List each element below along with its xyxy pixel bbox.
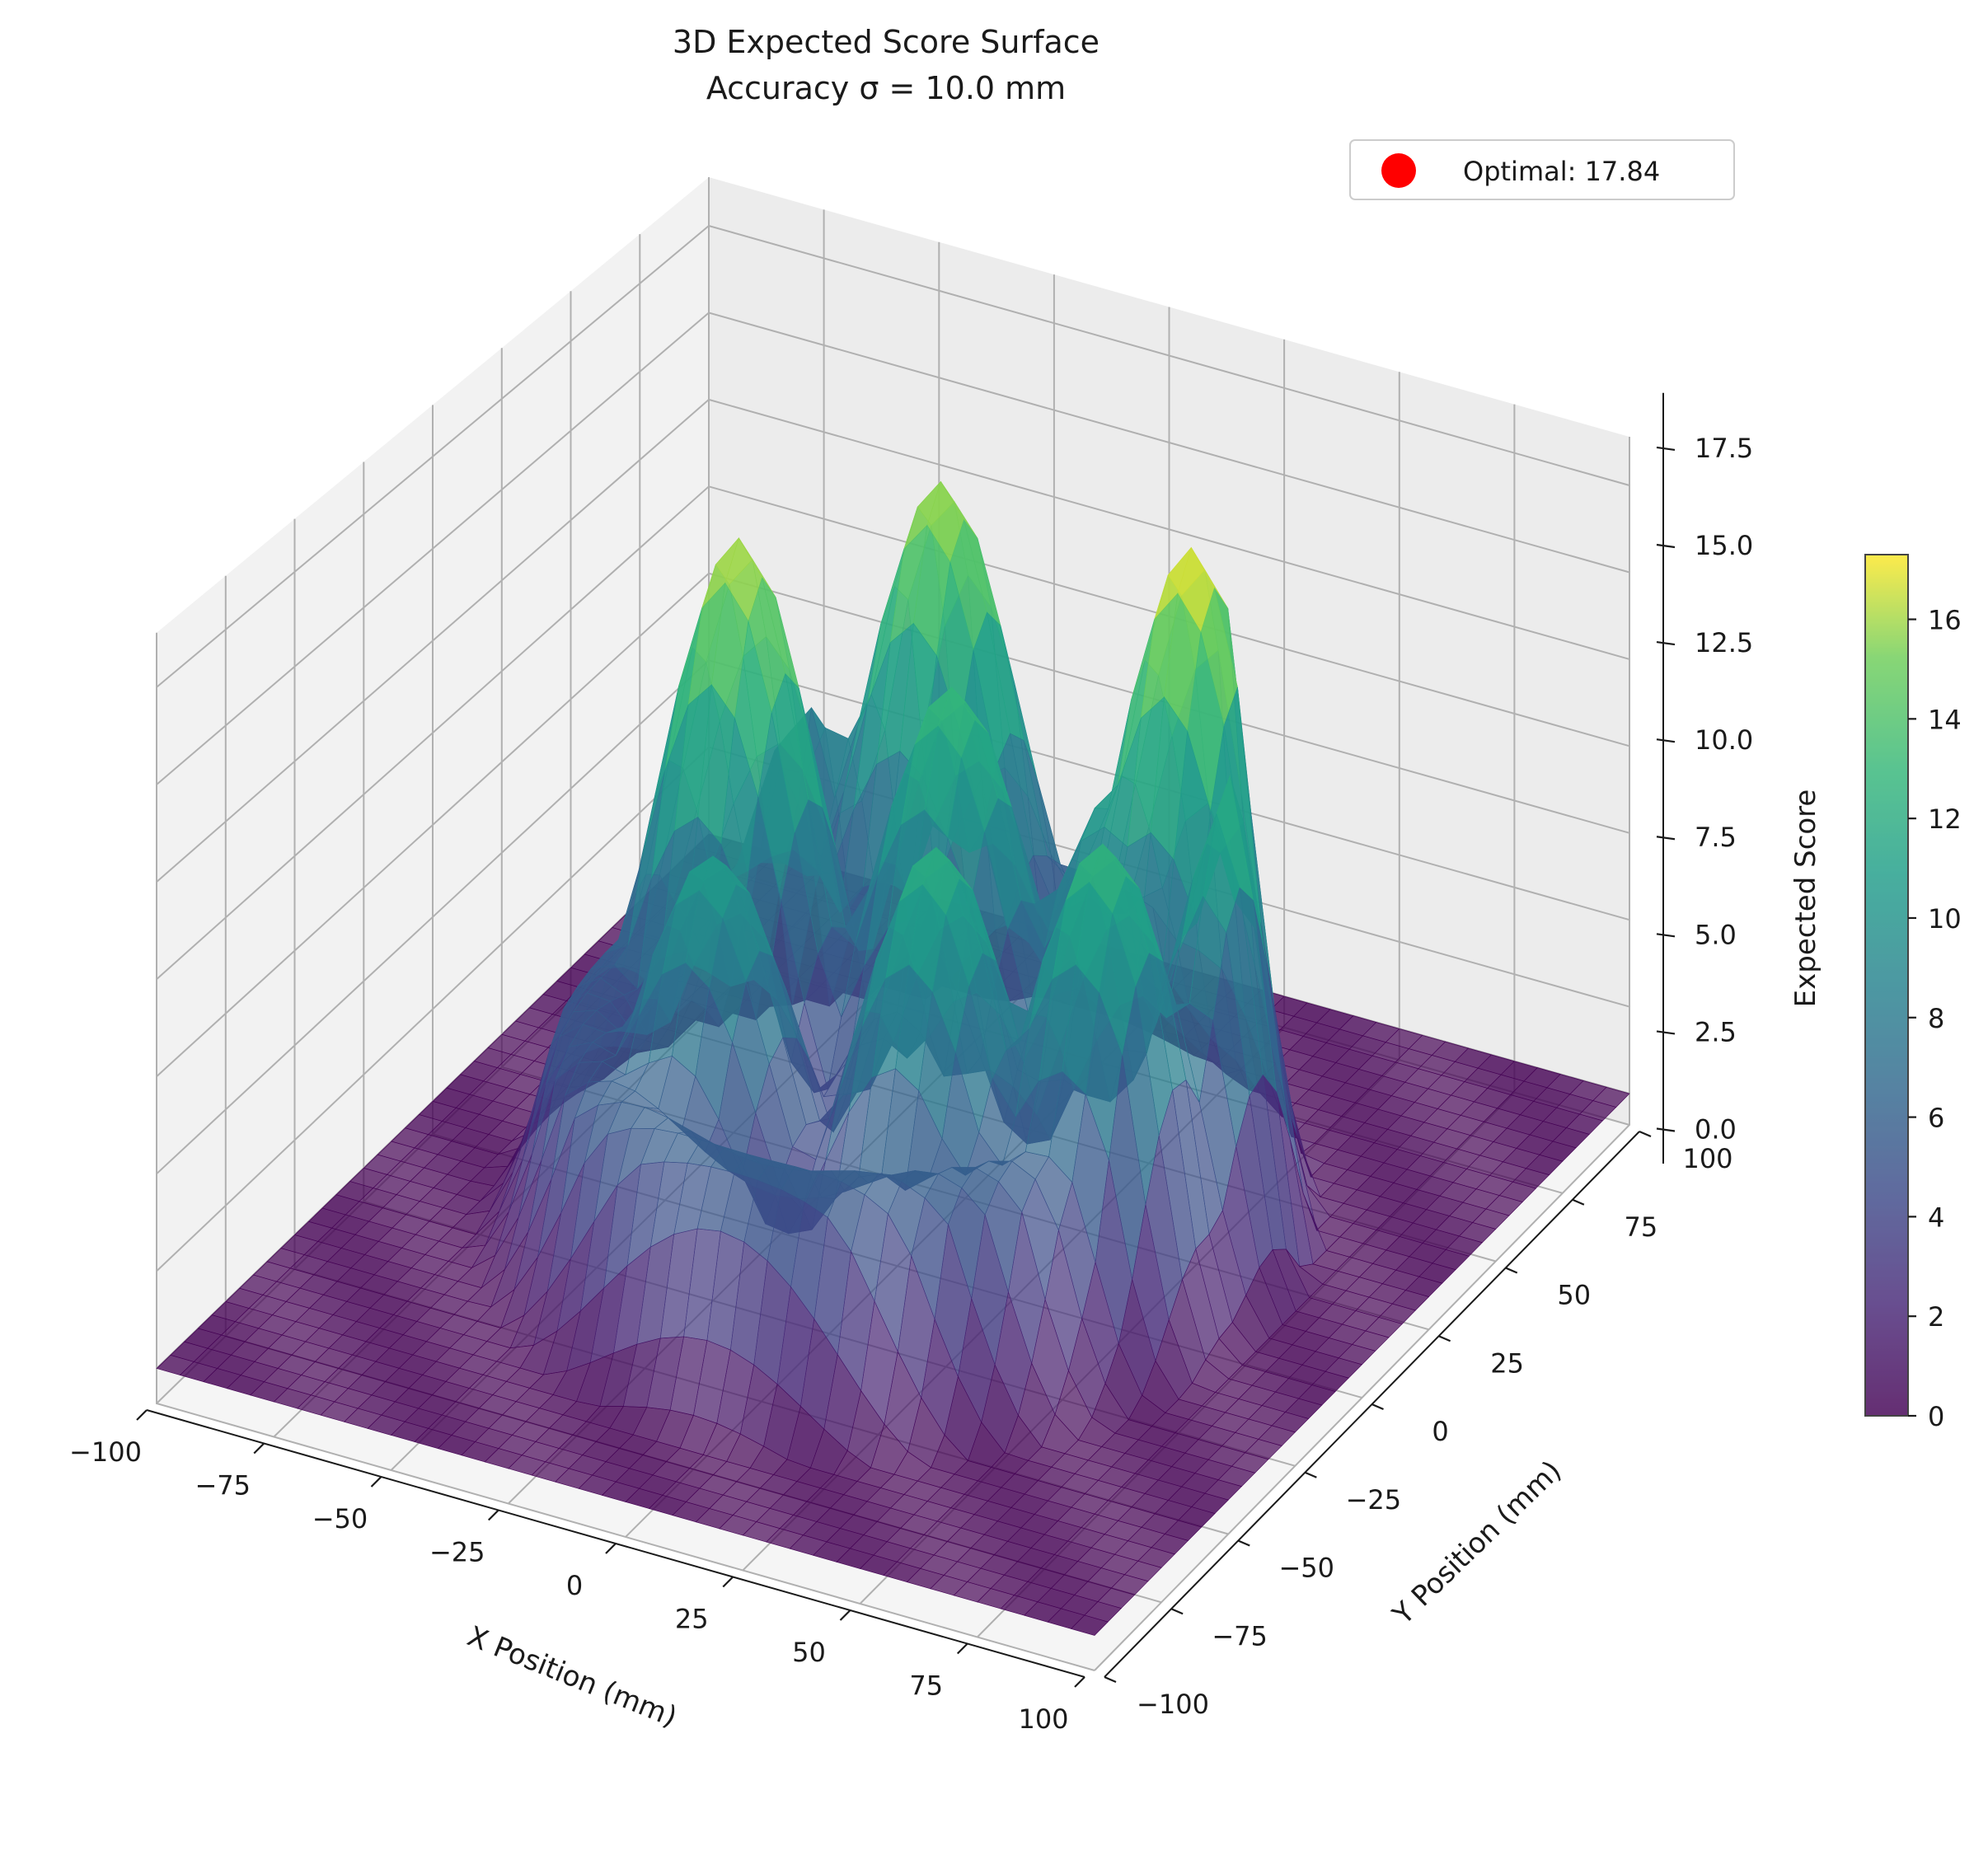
y-tick-mark	[1505, 1267, 1518, 1274]
colorbar-tick-label: 14	[1928, 704, 1962, 735]
y-tick-mark	[1639, 1130, 1652, 1138]
z-tick-mark	[1656, 640, 1676, 646]
colorbar-tick-label: 4	[1928, 1202, 1944, 1233]
z-tick-mark	[1656, 933, 1676, 938]
z-tick-label: 12.5	[1695, 627, 1753, 658]
y-tick-mark	[1170, 1608, 1184, 1615]
grid-line-z-5	[156, 398, 1630, 883]
colorbar-tick-label: 6	[1928, 1103, 1944, 1134]
legend-label-optimal: Optimal: 17.84	[1463, 156, 1660, 187]
x-tick-label: −100	[69, 1436, 142, 1468]
z-tick-mark	[1656, 543, 1676, 549]
z-tick-label: 10.0	[1695, 724, 1753, 756]
z-tick-mark	[1656, 446, 1676, 452]
z-tick-mark	[1656, 738, 1676, 743]
colorbar: 0 2 4 6 8 10 12 14 16	[1864, 554, 1962, 1432]
z-tick-mark	[1656, 1127, 1676, 1132]
z-tick-label: 7.5	[1695, 822, 1737, 853]
chart-subtitle: Accuracy σ = 10.0 mm	[706, 70, 1066, 106]
x-tick-mark	[722, 1576, 734, 1588]
surface-facet	[1070, 1614, 1109, 1636]
y-tick-label: −25	[1346, 1484, 1402, 1516]
y-tick-mark	[1572, 1198, 1585, 1206]
x-tick-mark	[956, 1642, 968, 1655]
colorbar-gradient	[1864, 554, 1909, 1417]
y-tick-label: 75	[1625, 1211, 1658, 1243]
y-tick-label: 100	[1682, 1143, 1732, 1174]
y-tick-label: −100	[1137, 1689, 1209, 1720]
legend-box	[1349, 139, 1735, 200]
x-axis-label: X Position (mm)	[462, 1620, 681, 1734]
y-tick-label: 25	[1490, 1347, 1524, 1379]
tick-labels: −100 −75 −50 −25 0 25 50 75 100 −100 −75 −50 −25 0 25 5…	[69, 433, 1753, 1735]
y-tick-label: −75	[1212, 1620, 1268, 1652]
z-tick-label: 15.0	[1695, 530, 1753, 561]
x-tick-mark	[605, 1543, 617, 1554]
colorbar-ticks: 0 2 4 6 8 10 12 14 16	[1908, 605, 1962, 1432]
colorbar-tick-label: 2	[1928, 1301, 1944, 1333]
legend-marker-optimal	[1381, 153, 1416, 188]
x-tick-label: 75	[909, 1670, 943, 1702]
colorbar-tick-label: 8	[1928, 1003, 1944, 1034]
colorbar-tick-label: 10	[1928, 903, 1962, 935]
grid-line-y-0	[156, 632, 1095, 1671]
grid-line-z-6	[156, 312, 1630, 785]
z-tick-label: 5.0	[1695, 919, 1737, 950]
colorbar-tick-label: 12	[1928, 804, 1962, 835]
x-tick-mark	[487, 1509, 499, 1521]
z-tick-mark	[1656, 1030, 1676, 1035]
grid-line-z-3	[156, 572, 1630, 1077]
x-tick-mark	[136, 1409, 148, 1421]
y-tick-mark	[1104, 1675, 1117, 1684]
x-tick-mark	[839, 1609, 851, 1621]
x-tick-label: −75	[195, 1470, 251, 1502]
z-tick-label: 0.0	[1695, 1113, 1737, 1145]
surface-plot	[156, 480, 1630, 1636]
x-tick-label: 50	[792, 1637, 826, 1668]
grid-line-z-7	[156, 224, 1630, 688]
colorbar-tick-label: 0	[1928, 1401, 1944, 1432]
x-tick-mark	[1074, 1676, 1085, 1688]
x-tick-label: −25	[429, 1537, 485, 1568]
y-tick-label: 50	[1557, 1280, 1591, 1311]
x-tick-mark	[253, 1442, 265, 1455]
y-tick-mark	[1237, 1539, 1250, 1547]
z-tick-mark	[1656, 836, 1676, 841]
y-tick-label: 0	[1432, 1416, 1448, 1447]
x-tick-label: 25	[675, 1604, 709, 1635]
x-tick-label: −50	[312, 1503, 368, 1534]
grid-line-z-4	[156, 485, 1630, 980]
y-tick-mark	[1438, 1335, 1451, 1342]
z-tick-label: 17.5	[1695, 433, 1753, 464]
z-axis-label: Expected Score	[1789, 789, 1822, 1008]
x-tick-label: 100	[1018, 1703, 1068, 1735]
legend: Optimal: 17.84	[1349, 139, 1735, 200]
y-axis-label: Y Position (mm)	[1386, 1455, 1568, 1632]
colorbar-tick-label: 16	[1928, 605, 1962, 636]
y-tick-mark	[1304, 1471, 1317, 1478]
x-tick-label: 0	[566, 1570, 583, 1601]
y-tick-mark	[1371, 1403, 1384, 1411]
y-tick-label: −50	[1278, 1553, 1334, 1584]
z-tick-label: 2.5	[1695, 1016, 1737, 1047]
x-tick-mark	[370, 1476, 382, 1488]
chart-title: 3D Expected Score Surface	[673, 24, 1099, 60]
